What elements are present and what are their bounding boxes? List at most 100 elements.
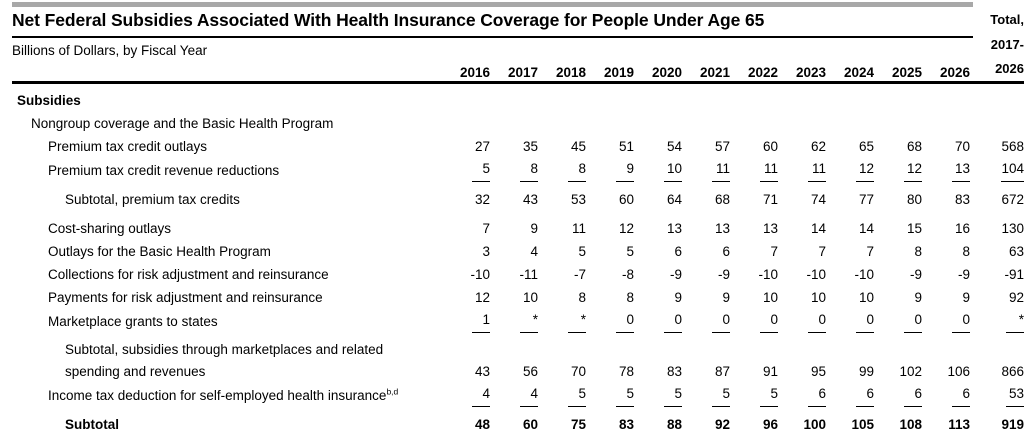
value-cell: 62 — [810, 139, 826, 154]
value-cell: 68 — [714, 192, 730, 207]
value-cell: 9 — [530, 221, 538, 236]
value-cell: 5 — [644, 383, 692, 407]
value-cell: 43 — [474, 364, 490, 379]
value-cell: 10 — [522, 290, 538, 305]
value-cell: 71 — [762, 192, 778, 207]
total-value-cell: 92 — [1008, 290, 1024, 305]
value-cell: 5 — [548, 383, 596, 407]
value-cell: 8 — [578, 290, 586, 305]
row-label: Subsidies — [17, 93, 81, 108]
value-cell: 6 — [674, 244, 682, 259]
value-cell: 14 — [858, 221, 874, 236]
value-cell: 8 — [962, 244, 970, 259]
year-column-header: 2017 — [507, 65, 538, 80]
value-cell: 10 — [858, 290, 874, 305]
table-row: Premium tax credit revenue reductions 5 8 8… — [12, 158, 1036, 182]
value-cell: 35 — [522, 139, 538, 154]
value-cell: 5 — [578, 244, 586, 259]
value-cell: 5 — [452, 158, 500, 182]
row-label: Collections for risk adjustment and rein… — [48, 267, 329, 282]
table-row: Subtotal, premium tax credits 32 43 53 60 64 6… — [12, 188, 1036, 211]
table-header: Net Federal Subsidies Associated With He… — [0, 0, 1036, 84]
value-cell: 0 — [644, 309, 692, 333]
value-cell: 14 — [810, 221, 826, 236]
table-title: Net Federal Subsidies Associated With He… — [12, 10, 765, 30]
value-cell: 13 — [666, 221, 682, 236]
value-cell: 12 — [884, 158, 932, 182]
value-cell: 3 — [482, 244, 490, 259]
value-cell: -7 — [573, 267, 586, 282]
value-cell: 1 — [452, 309, 500, 333]
value-cell: 102 — [899, 364, 922, 379]
value-cell: 8 — [548, 158, 596, 182]
value-cell: 13 — [714, 221, 730, 236]
total-value-cell: -91 — [1004, 267, 1024, 282]
total-value-cell: 866 — [1001, 364, 1024, 379]
table-row: Income tax deduction for self-employed h… — [12, 383, 1036, 407]
row-label: Subtotal — [65, 417, 119, 432]
value-cell: 9 — [674, 290, 682, 305]
table-row: Collections for risk adjustment and rein… — [12, 263, 1036, 286]
table-subtitle: Billions of Dollars, by Fiscal Year — [12, 43, 208, 58]
value-cell: 48 — [474, 417, 490, 432]
value-cell: 64 — [666, 192, 682, 207]
table-row: Subtotal, subsidies through marketplaces… — [12, 339, 1036, 383]
value-cell: 10 — [810, 290, 826, 305]
value-cell: 13 — [762, 221, 778, 236]
value-cell: 7 — [866, 244, 874, 259]
value-cell: 88 — [666, 417, 682, 432]
value-cell: -9 — [669, 267, 682, 282]
value-cell: 0 — [740, 309, 788, 333]
total-value-cell: * — [980, 309, 1034, 333]
value-cell: 8 — [914, 244, 922, 259]
row-label: Subtotal, subsidies through marketplaces… — [65, 342, 384, 379]
row-label: Subtotal, premium tax credits — [65, 192, 240, 207]
value-cell: 11 — [692, 158, 740, 182]
value-cell: 0 — [932, 309, 980, 333]
value-cell: 53 — [570, 192, 586, 207]
total-value-cell: 568 — [1001, 139, 1024, 154]
row-label: Premium tax credit revenue reductions — [48, 162, 280, 178]
value-cell: 13 — [932, 158, 980, 182]
value-cell: * — [548, 309, 596, 333]
value-cell: -9 — [957, 267, 970, 282]
year-column-header: 2026 — [939, 65, 970, 80]
value-cell: 32 — [474, 192, 490, 207]
total-value-cell: 130 — [1001, 221, 1024, 236]
year-header-spacer — [12, 65, 452, 80]
value-cell: -10 — [806, 267, 826, 282]
value-cell: 9 — [914, 290, 922, 305]
year-column-header: 2020 — [651, 65, 682, 80]
value-cell: -9 — [909, 267, 922, 282]
value-cell: 6 — [836, 383, 884, 407]
total-value-cell: 63 — [1008, 244, 1024, 259]
value-cell: 5 — [740, 383, 788, 407]
value-cell: 7 — [818, 244, 826, 259]
value-cell: 60 — [618, 192, 634, 207]
value-cell: 56 — [522, 364, 538, 379]
value-cell: 6 — [722, 244, 730, 259]
value-cell: 4 — [500, 383, 548, 407]
value-cell: 99 — [858, 364, 874, 379]
top-accent-bar — [12, 2, 973, 7]
value-cell: 9 — [722, 290, 730, 305]
value-cell: 10 — [762, 290, 778, 305]
value-cell: 43 — [522, 192, 538, 207]
value-cell: -8 — [621, 267, 634, 282]
table-row: Cost-sharing outlays 7 9 11 12 13 13 13 14 14 15 16… — [12, 217, 1036, 240]
value-cell: 7 — [482, 221, 490, 236]
year-column-header: 2024 — [843, 65, 874, 80]
total-header-line-2: 2017- — [990, 36, 1024, 52]
value-cell: 8 — [626, 290, 634, 305]
footnote-marker: b,d — [386, 386, 399, 396]
value-cell: 70 — [570, 364, 586, 379]
value-cell: 68 — [906, 139, 922, 154]
row-label: Payments for risk adjustment and reinsur… — [48, 290, 323, 305]
value-cell: 0 — [884, 309, 932, 333]
value-cell: 0 — [692, 309, 740, 333]
year-column-header: 2016 — [459, 65, 490, 80]
value-cell: -9 — [717, 267, 730, 282]
value-cell: 54 — [666, 139, 682, 154]
year-header-row: 2016 2017 2018 2019 2020 2021 2022 2023 2024 2025… — [12, 65, 980, 80]
table-row: Subtotal 48 60 75 83 88 92 96 100 105 108 113 919 — [12, 413, 1036, 433]
